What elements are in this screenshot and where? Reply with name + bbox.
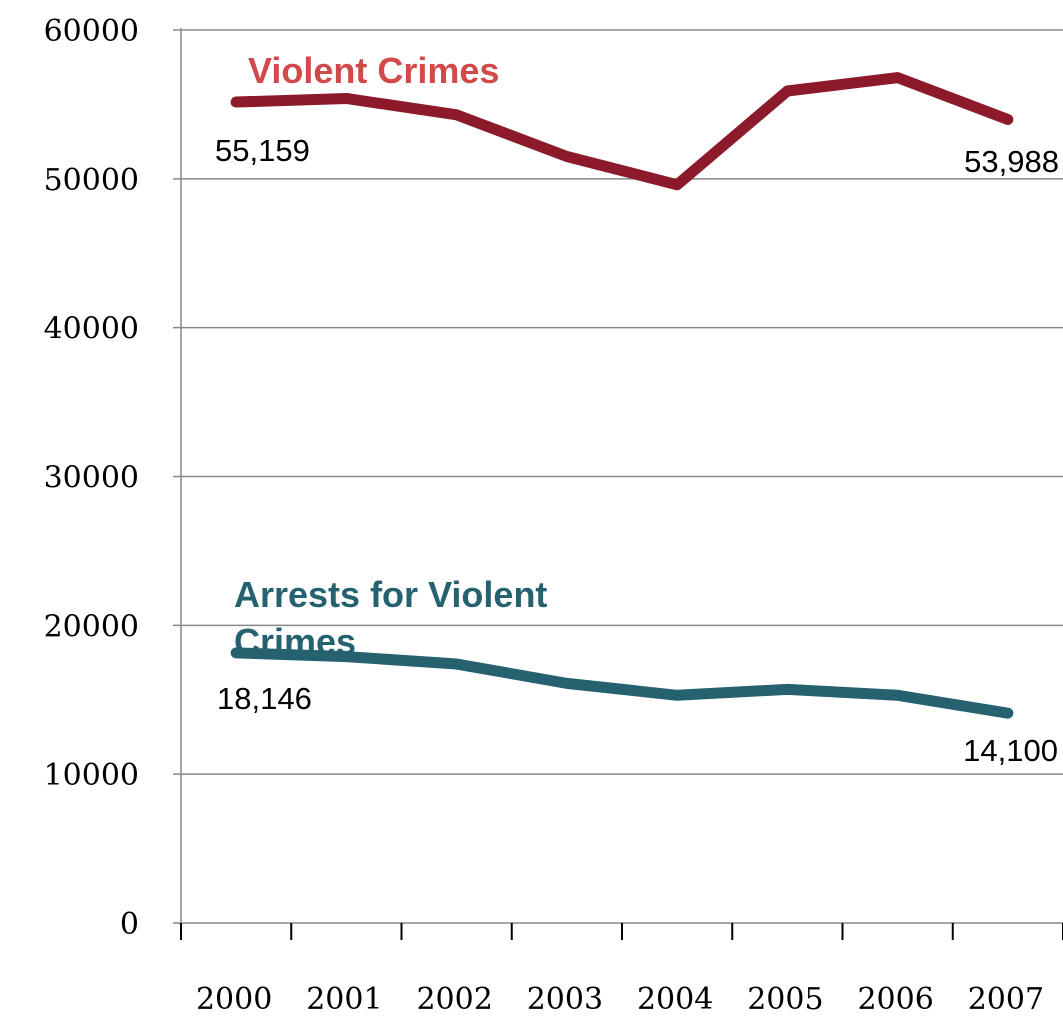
y-tick-label: 30000 bbox=[44, 461, 139, 496]
data-label: 18,146 bbox=[217, 681, 312, 716]
series-name-label: Violent Crimes bbox=[248, 50, 499, 91]
y-tick-labels: 0 10000 20000 30000 40000 50000 60000 bbox=[44, 14, 139, 942]
y-tick-label: 20000 bbox=[44, 609, 139, 644]
x-tick-labels: 2000 2001 2002 2003 2004 2005 2006 2007 bbox=[196, 982, 1044, 1017]
x-tick-label: 2003 bbox=[527, 982, 603, 1017]
y-tick-label: 60000 bbox=[44, 14, 139, 49]
data-label: 14,100 bbox=[963, 733, 1058, 768]
y-tick-label: 10000 bbox=[44, 758, 139, 793]
y-tick-label: 0 bbox=[120, 907, 139, 942]
x-tick-label: 2005 bbox=[747, 982, 823, 1017]
x-tick-label: 2002 bbox=[416, 982, 492, 1017]
series-line-0 bbox=[230, 72, 1014, 191]
x-tick-label: 2001 bbox=[306, 982, 382, 1017]
series-line-1 bbox=[230, 647, 1014, 719]
series-lines bbox=[230, 72, 1014, 719]
data-label: 55,159 bbox=[215, 133, 310, 168]
series-name-label: Crimes bbox=[234, 621, 356, 662]
axes bbox=[180, 28, 1063, 940]
y-tick-label: 40000 bbox=[44, 312, 139, 347]
y-tick-label: 50000 bbox=[44, 163, 139, 198]
x-tick-label: 2004 bbox=[637, 982, 713, 1017]
data-labels: Violent Crimes Arrests for Violent Crimes 5… bbox=[215, 50, 1059, 768]
data-label: 53,988 bbox=[964, 144, 1059, 179]
gridlines bbox=[173, 29, 1063, 924]
x-tick-label: 2007 bbox=[968, 982, 1044, 1017]
x-tick-label: 2000 bbox=[196, 982, 272, 1017]
series-name-label: Arrests for Violent bbox=[234, 574, 547, 615]
x-tick-label: 2006 bbox=[857, 982, 933, 1017]
